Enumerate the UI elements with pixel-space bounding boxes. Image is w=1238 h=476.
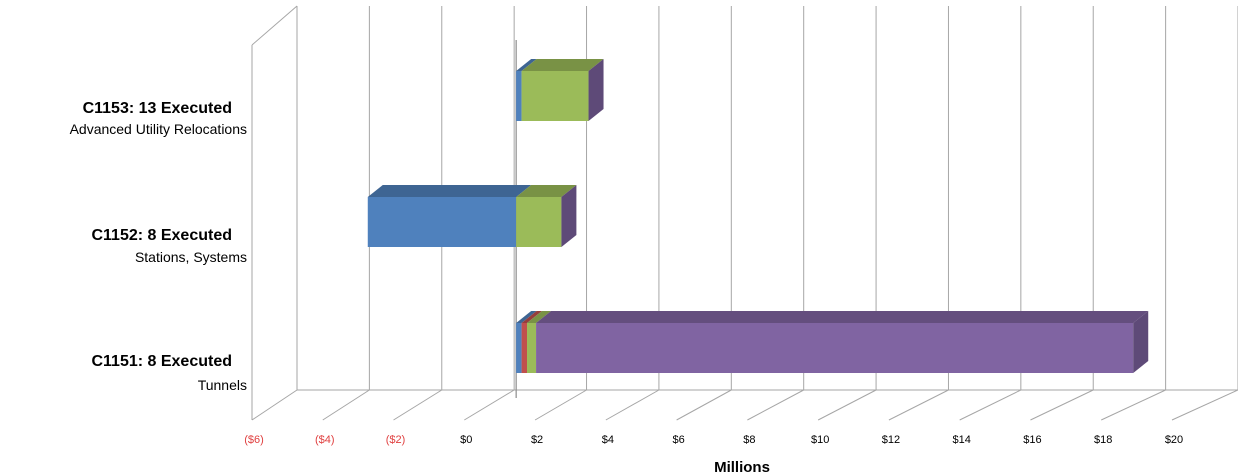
x-tick-label: $10 bbox=[811, 434, 829, 446]
bar-segment bbox=[527, 311, 552, 373]
x-tick-label: $4 bbox=[602, 434, 614, 446]
x-tick-label: ($2) bbox=[386, 434, 406, 446]
x-tick-label: $6 bbox=[672, 434, 684, 446]
category-labels: C1153: 13 Executed Advanced Utility Reloc… bbox=[70, 100, 247, 393]
bar-segment bbox=[536, 311, 1149, 373]
floor-gridline bbox=[1030, 389, 1094, 421]
x-tick-label: ($6) bbox=[244, 434, 264, 446]
bar-side-face bbox=[588, 59, 604, 121]
bar-front-face bbox=[521, 323, 528, 373]
floor-gridline bbox=[817, 389, 877, 421]
bar-segment bbox=[516, 59, 537, 121]
x-tick-label: $12 bbox=[882, 434, 900, 446]
bar-top-face bbox=[521, 59, 604, 71]
x-tick-label: $14 bbox=[953, 434, 971, 446]
bar-front-face bbox=[516, 71, 522, 121]
category-title: C1151: 8 Executed bbox=[91, 353, 232, 370]
floor-gridline bbox=[322, 389, 370, 421]
x-tick-label: $16 bbox=[1023, 434, 1041, 446]
floor-gridline bbox=[959, 389, 1022, 421]
floor-gridline bbox=[676, 389, 732, 421]
bar-side-face bbox=[561, 185, 577, 247]
bar-segment bbox=[521, 59, 604, 121]
bar-top-face bbox=[516, 185, 577, 197]
floor-gridline bbox=[393, 389, 443, 421]
floor-gridline bbox=[464, 389, 515, 421]
category-subtitle: Tunnels bbox=[198, 377, 247, 393]
floor-gridline bbox=[1101, 389, 1166, 421]
category-title: C1152: 8 Executed bbox=[91, 227, 232, 244]
x-tick-label: ($4) bbox=[315, 434, 335, 446]
x-tick-label: $18 bbox=[1094, 434, 1112, 446]
x-tick-label: $2 bbox=[531, 434, 543, 446]
bar-top-face bbox=[516, 311, 537, 323]
chart-walls bbox=[251, 5, 1238, 421]
floor-gridline bbox=[888, 389, 949, 421]
bar-top-face bbox=[527, 311, 552, 323]
bar-segment bbox=[516, 185, 577, 247]
floor-gridline bbox=[605, 389, 660, 421]
bar-side-face bbox=[1133, 311, 1149, 373]
bar-top-face bbox=[516, 59, 537, 71]
bar-segment bbox=[521, 311, 543, 373]
chart-bars bbox=[367, 59, 1149, 373]
x-tick-label: $8 bbox=[743, 434, 755, 446]
bar-front-face bbox=[536, 323, 1134, 373]
floor-left-edge bbox=[251, 389, 298, 421]
bar-front-face bbox=[516, 197, 562, 247]
category-title: C1153: 13 Executed bbox=[83, 100, 232, 117]
category-subtitle: Advanced Utility Relocations bbox=[70, 121, 247, 137]
floor-gridline bbox=[747, 389, 804, 421]
floor-gridline bbox=[534, 389, 587, 421]
x-tick-label: $20 bbox=[1165, 434, 1183, 446]
category-subtitle: Stations, Systems bbox=[135, 249, 247, 265]
bar-front-face bbox=[521, 71, 589, 121]
floor-gridline bbox=[1171, 389, 1238, 421]
x-tick-label: $0 bbox=[460, 434, 472, 446]
bar-top-face bbox=[367, 185, 532, 197]
left-wall-top-edge bbox=[251, 5, 298, 46]
x-axis-title: Millions bbox=[714, 459, 770, 476]
bar-segment bbox=[516, 311, 537, 373]
bar-top-face bbox=[536, 311, 1149, 323]
bar-front-face bbox=[516, 323, 522, 373]
bar-front-face bbox=[367, 197, 517, 247]
bar-front-face bbox=[527, 323, 537, 373]
x-axis-ticks: ($6) ($4) ($2) $0 $2 $4 $6 $8 $10 $12 $14 $16 $18 $20 bbox=[244, 434, 1183, 446]
bar-segment bbox=[367, 185, 532, 247]
bar-top-face bbox=[521, 311, 543, 323]
